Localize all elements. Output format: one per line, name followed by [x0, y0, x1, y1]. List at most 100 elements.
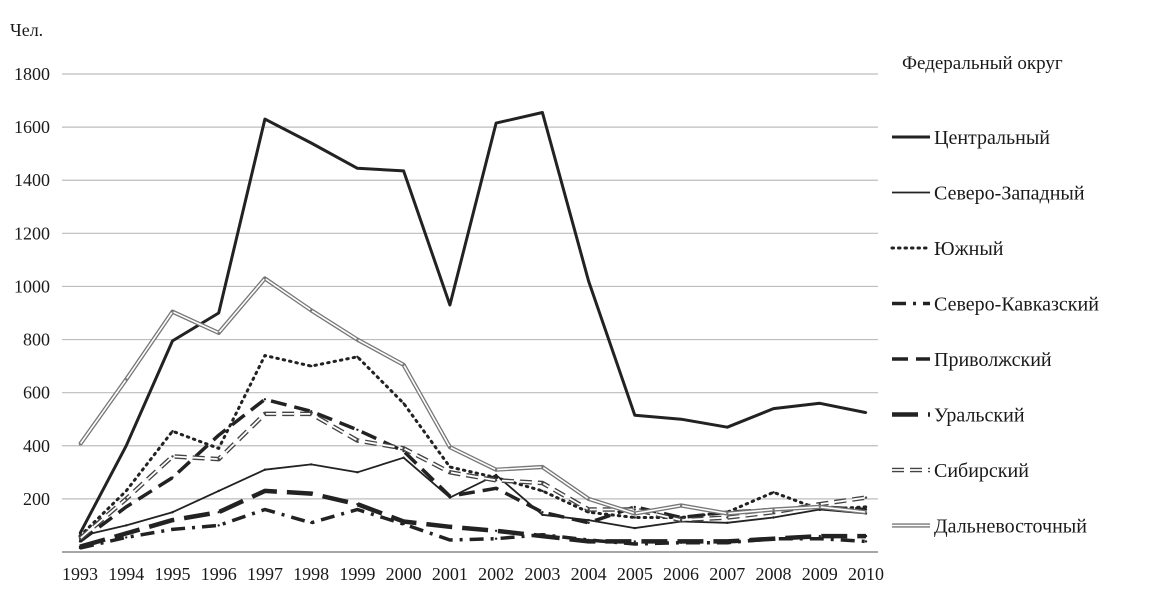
data-point: [78, 443, 82, 446]
data-point: [587, 518, 590, 522]
data-point: [494, 468, 498, 471]
data-point: [78, 545, 82, 548]
data-point: [541, 481, 544, 485]
data-point: [494, 529, 498, 532]
y-tick-label: 800: [23, 330, 50, 350]
x-tick-label: 2001: [432, 564, 468, 584]
y-tick-label: 400: [23, 436, 50, 456]
legend-item: Дальневосточный: [892, 516, 1087, 538]
data-point: [171, 518, 174, 522]
data-point: [772, 537, 775, 540]
data-point: [310, 492, 313, 495]
data-point: [356, 508, 359, 511]
data-point: [864, 505, 868, 509]
data-point: [633, 414, 636, 417]
x-tick-label: 2002: [478, 564, 514, 584]
data-point: [263, 468, 267, 471]
data-point: [448, 445, 452, 449]
data-point: [356, 471, 359, 474]
data-point: [263, 117, 267, 121]
data-point: [633, 512, 636, 515]
data-point: [772, 407, 775, 410]
legend-item: Сибирский: [892, 460, 1029, 482]
data-point: [494, 487, 498, 490]
data-point: [217, 434, 220, 437]
x-tick-label: 2010: [848, 564, 884, 584]
data-point: [402, 169, 405, 173]
legend-item: Уральский: [892, 405, 1025, 427]
data-point: [587, 521, 590, 524]
legend-item: Центральный: [892, 127, 1050, 149]
data-point: [448, 465, 452, 469]
data-point: [217, 447, 220, 450]
legend-label: Дальневосточный: [934, 516, 1087, 538]
data-point: [679, 418, 683, 421]
data-point: [402, 402, 405, 405]
x-tick-label: 2009: [802, 564, 838, 584]
data-point: [818, 503, 821, 506]
data-point: [217, 524, 220, 527]
data-point: [310, 412, 313, 416]
x-tick-label: 1997: [247, 564, 283, 584]
legend-item: Приволжский: [892, 349, 1052, 371]
x-tick-label: 1994: [108, 564, 144, 584]
y-tick-label: 1800: [14, 64, 50, 84]
data-point: [125, 378, 128, 381]
data-point: [633, 508, 636, 511]
data-point: [356, 428, 359, 431]
data-point: [310, 521, 313, 524]
data-point: [125, 524, 128, 527]
series-line: [78, 488, 868, 549]
legend: Центральный Северо-Западный Южный Северо-Ка…: [890, 127, 1099, 538]
data-point: [402, 456, 405, 459]
x-tick-label: 2007: [709, 564, 745, 584]
y-tick-label: 600: [23, 383, 50, 403]
legend-label: Уральский: [934, 405, 1025, 427]
data-point: [772, 491, 775, 494]
data-point: [541, 489, 544, 493]
data-point: [818, 534, 821, 538]
data-point: [263, 354, 267, 357]
data-point: [726, 426, 729, 429]
data-point: [402, 520, 405, 523]
data-point: [864, 534, 868, 538]
data-point: [125, 444, 128, 447]
data-point: [217, 331, 220, 335]
data-point: [541, 513, 544, 516]
data-point: [633, 542, 636, 546]
data-point: [171, 476, 174, 479]
x-axis-ticks: 1993 1994 1995 1996 1997 1998 1999 2000 2001 2002…: [62, 564, 884, 584]
y-tick-label: 1000: [14, 276, 50, 296]
data-point: [78, 540, 82, 543]
data-point: [448, 303, 452, 307]
data-point: [310, 463, 313, 466]
data-point: [726, 516, 729, 519]
data-point: [587, 279, 590, 283]
data-point: [263, 277, 267, 280]
data-point: [633, 540, 636, 543]
data-point: [494, 479, 498, 482]
legend-item: Северо-Западный: [892, 183, 1085, 205]
data-point: [310, 141, 313, 145]
data-point: [171, 511, 174, 514]
data-point: [356, 167, 359, 170]
data-point: [356, 503, 359, 506]
y-tick-label: 200: [23, 489, 50, 509]
data-point: [217, 489, 220, 493]
x-tick-label: 2004: [571, 564, 607, 584]
data-point: [587, 497, 590, 501]
data-point: [402, 363, 405, 366]
data-point: [310, 364, 313, 368]
x-tick-label: 1998: [293, 564, 329, 584]
legend-label: Приволжский: [934, 349, 1052, 371]
y-axis-ticks: 200 400 600 800 1000 1200 1400 1600 1800: [14, 64, 50, 509]
data-point: [726, 540, 729, 543]
data-point: [772, 508, 775, 511]
data-point: [448, 538, 452, 542]
data-point: [263, 508, 267, 511]
data-point: [448, 525, 452, 528]
y-axis-unit-label: Чел.: [10, 20, 43, 40]
legend-item: Южный: [890, 238, 1004, 260]
data-point: [356, 355, 359, 358]
